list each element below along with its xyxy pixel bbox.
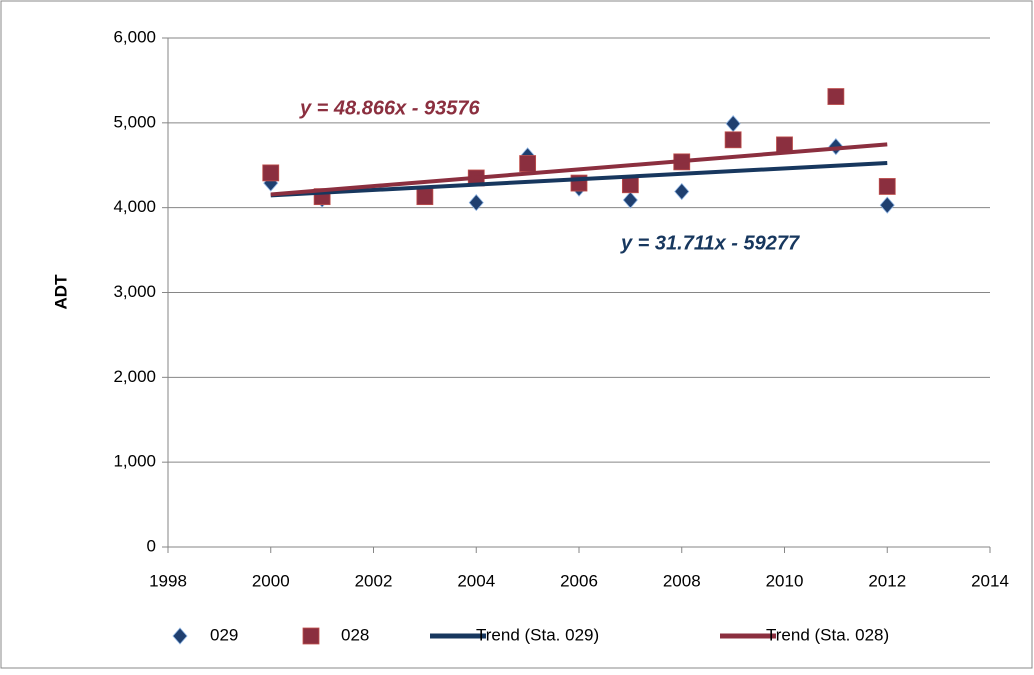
square-marker: [262, 164, 280, 182]
x-tick-label: 2014: [971, 571, 1009, 590]
legend-label: 028: [341, 625, 369, 644]
square-marker: [621, 176, 639, 194]
y-tick-label: 2,000: [113, 367, 156, 386]
square-marker: [519, 155, 537, 172]
x-tick-label: 2008: [663, 571, 701, 590]
y-tick-label: 5,000: [113, 112, 156, 131]
trend-line: [270, 142, 888, 197]
diamond-marker: [622, 191, 638, 209]
diamond-marker: [674, 182, 690, 201]
diamond-marker: [879, 196, 895, 214]
legend-label: 029: [210, 625, 238, 644]
y-axis-title: ADT: [51, 274, 70, 310]
x-tick-label: 2004: [457, 571, 495, 590]
trend-equation: y = 31.711x - 59277: [620, 232, 800, 254]
x-tick-label: 2006: [560, 571, 598, 590]
x-tick-label: 1998: [149, 571, 187, 590]
trend-equation: y = 48.866x - 93576: [299, 97, 480, 119]
diamond-marker: [468, 193, 484, 212]
square-marker: [724, 131, 742, 149]
legend-swatch: [302, 627, 320, 645]
square-marker: [878, 178, 896, 195]
x-tick-label: 2002: [355, 571, 393, 590]
x-tick-label: 2010: [766, 571, 804, 590]
y-tick-label: 1,000: [113, 452, 156, 471]
y-tick-label: 6,000: [113, 27, 156, 46]
trend-line: [270, 161, 888, 198]
legend-label: Trend (Sta. 028): [766, 625, 889, 644]
x-tick-label: 2000: [252, 571, 290, 590]
y-tick-label: 4,000: [113, 197, 156, 216]
legend-label: Trend (Sta. 029): [476, 625, 599, 644]
y-tick-label: 3,000: [113, 282, 156, 301]
x-tick-label: 2012: [868, 571, 906, 590]
y-tick-label: 0: [147, 536, 156, 555]
square-marker: [416, 188, 434, 206]
square-marker: [827, 88, 845, 105]
legend-swatch: [172, 627, 188, 645]
